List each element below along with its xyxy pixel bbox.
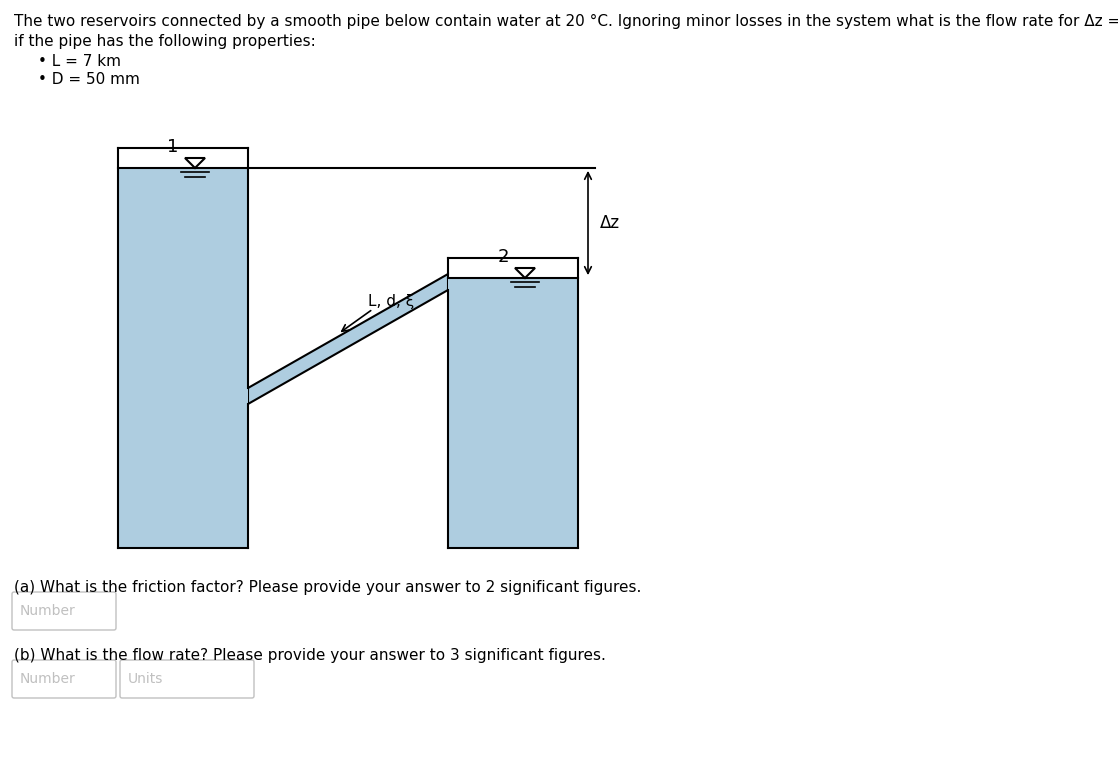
Text: Number: Number [20,672,76,686]
Polygon shape [248,274,448,404]
Text: (a) What is the friction factor? Please provide your answer to 2 significant fig: (a) What is the friction factor? Please … [15,580,642,595]
FancyBboxPatch shape [12,660,116,698]
Text: • L = 7 km: • L = 7 km [38,54,121,69]
Text: L, d, ξ: L, d, ξ [368,294,415,309]
Text: (b) What is the flow rate? Please provide your answer to 3 significant figures.: (b) What is the flow rate? Please provid… [15,648,606,663]
FancyBboxPatch shape [12,592,116,630]
Text: Number: Number [20,604,76,618]
Polygon shape [448,278,578,548]
Text: The two reservoirs connected by a smooth pipe below contain water at 20 °C. Igno: The two reservoirs connected by a smooth… [15,14,1118,29]
Polygon shape [119,168,248,548]
Text: 1: 1 [168,138,179,156]
FancyBboxPatch shape [120,660,254,698]
Text: if the pipe has the following properties:: if the pipe has the following properties… [15,34,315,49]
Text: Units: Units [127,672,163,686]
Text: • D = 50 mm: • D = 50 mm [38,72,140,87]
Text: 2: 2 [498,248,509,266]
Polygon shape [119,168,248,548]
Text: Δz: Δz [600,214,620,232]
